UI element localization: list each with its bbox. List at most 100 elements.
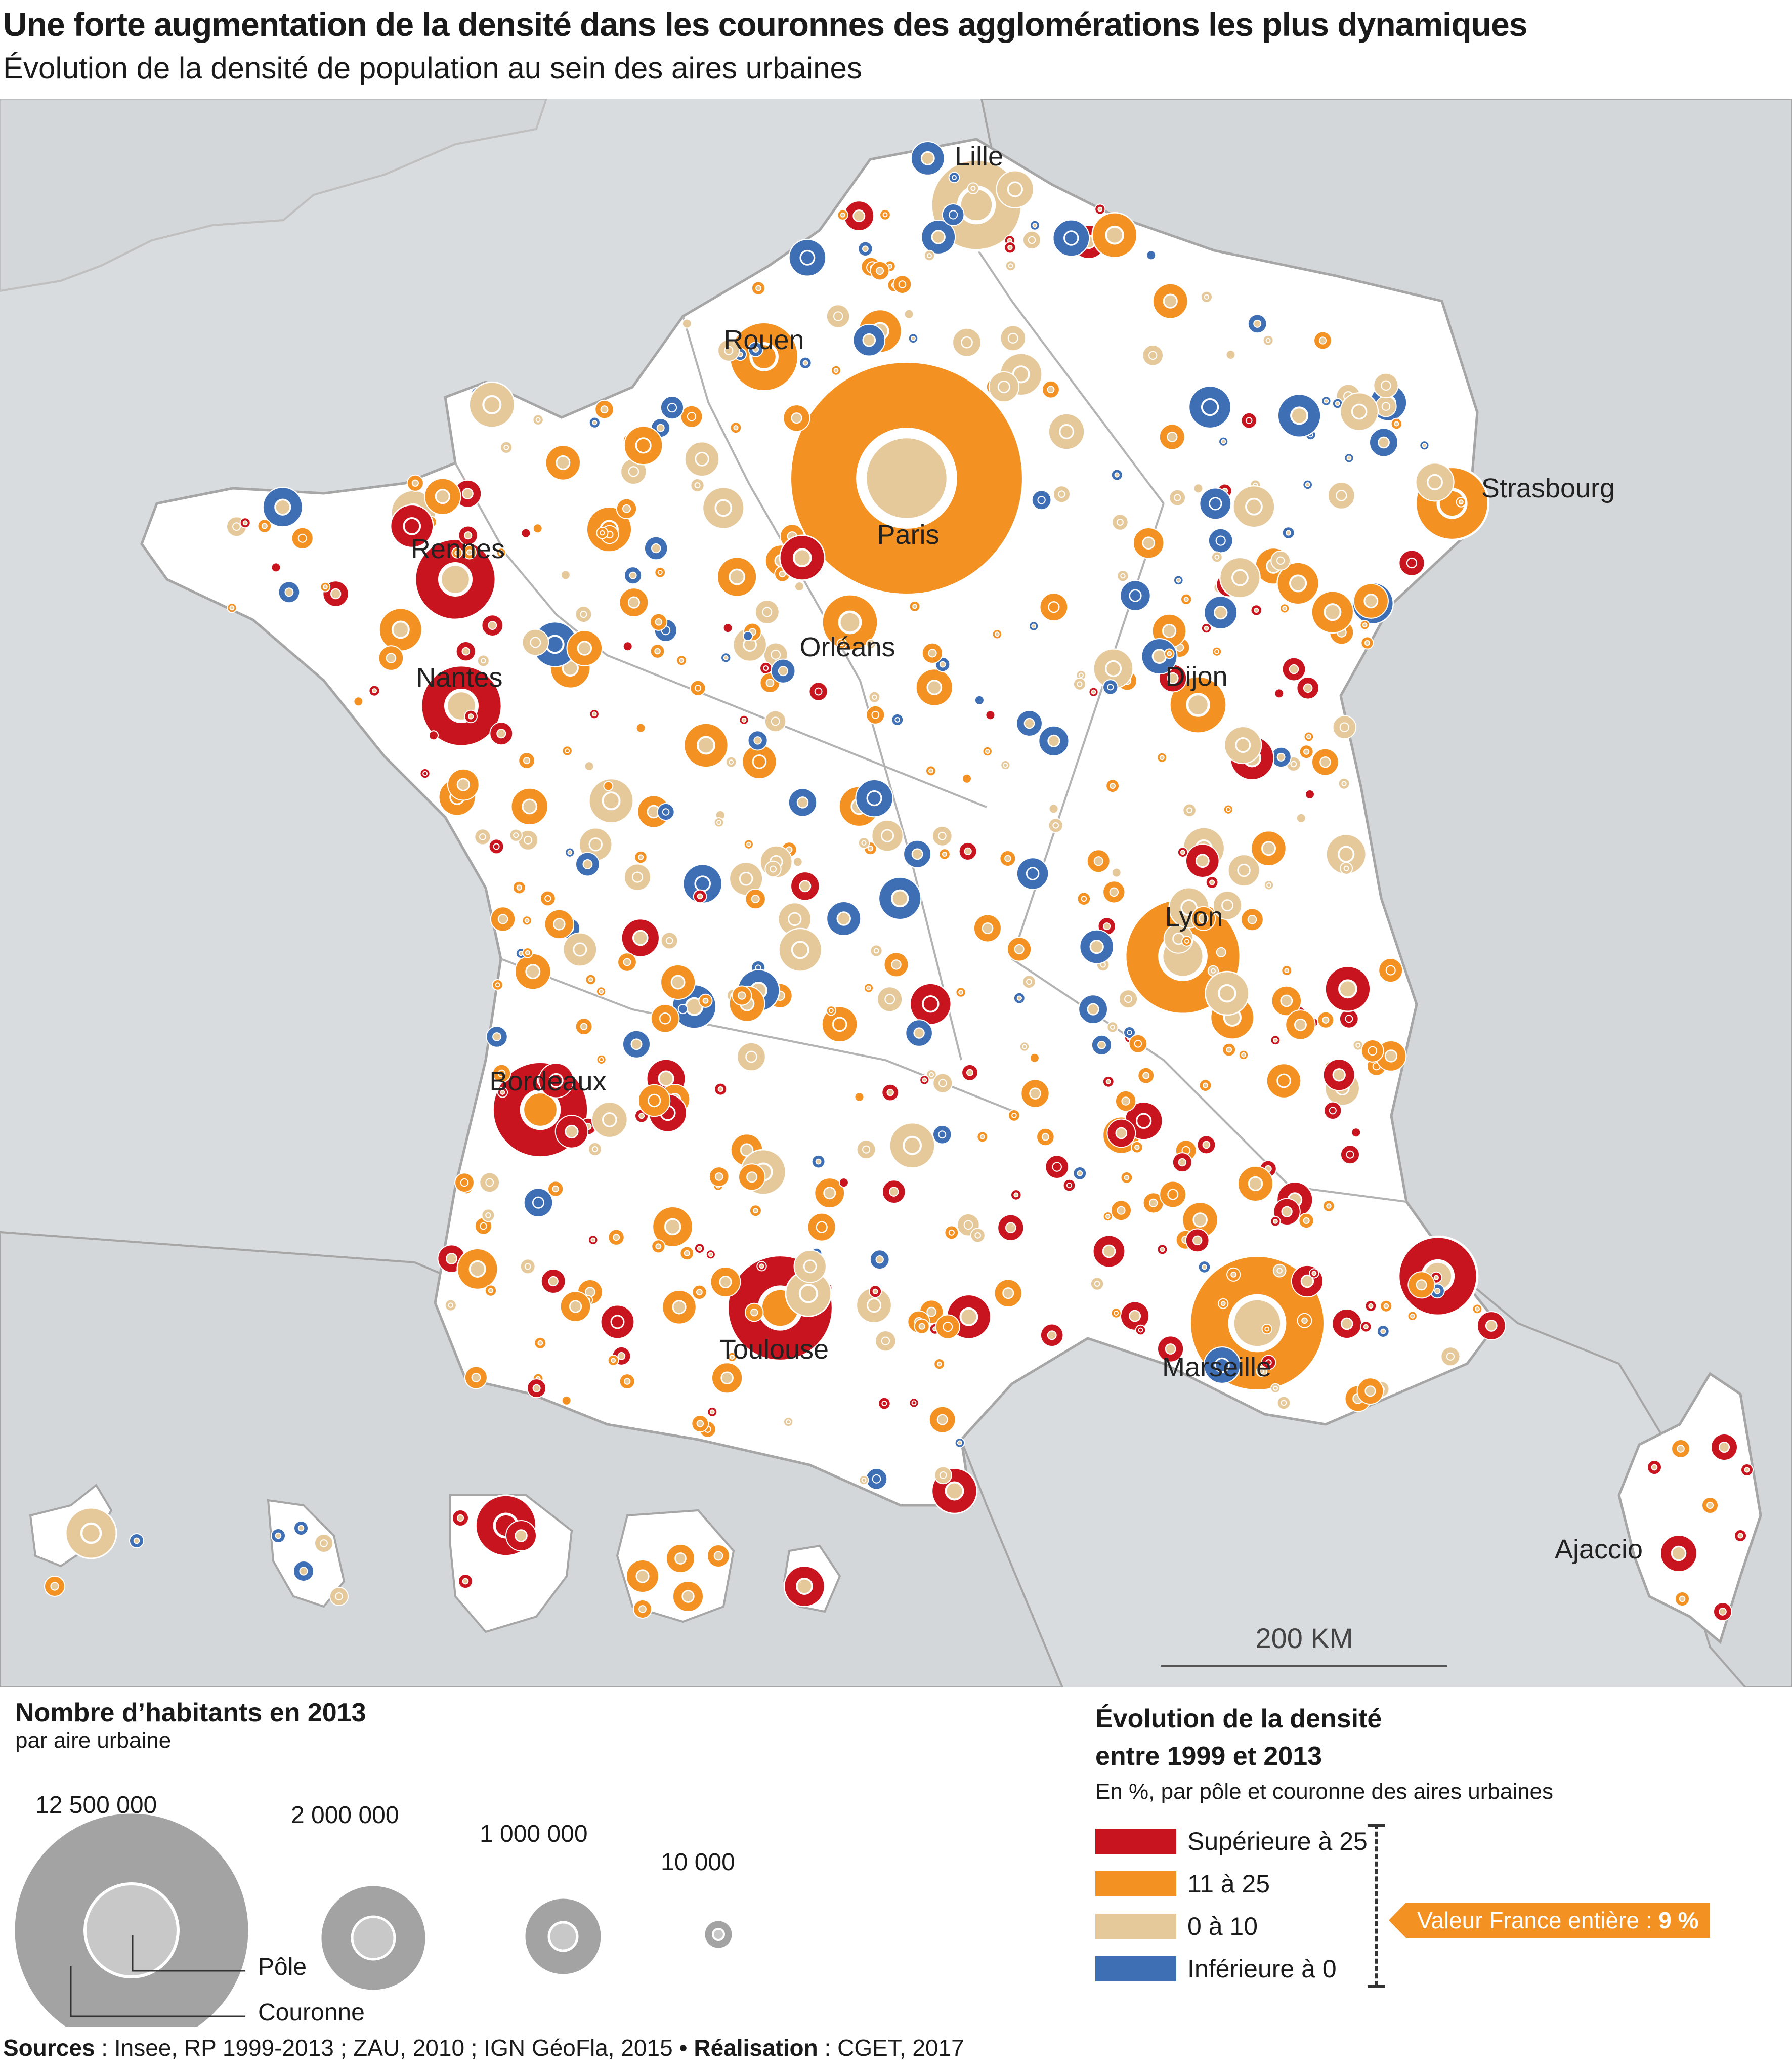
urban-area-circle [875, 1330, 897, 1352]
urban-area-circle [871, 819, 904, 852]
urban-area-circle [1322, 1059, 1355, 1091]
urban-area-circle [1340, 392, 1379, 432]
urban-area-circle [973, 914, 1002, 943]
urban-area-circle [1016, 857, 1049, 890]
urban-area-circle [1079, 929, 1114, 964]
urban-area-circle [575, 606, 592, 623]
urban-area-circle [518, 829, 539, 851]
urban-area-circle [1091, 1034, 1113, 1056]
urban-area-circle [1010, 1189, 1022, 1201]
urban-area-circle [635, 723, 646, 733]
urban-area-circle [1078, 994, 1108, 1024]
urban-area-circle [464, 709, 478, 724]
urban-area-circle [747, 730, 768, 751]
size-label-10000: 10 000 [661, 1849, 735, 1876]
france-value-text: Valeur France entière : [1417, 1907, 1659, 1933]
urban-area-circle [1106, 1021, 1119, 1033]
sources-label: Sources [3, 2035, 95, 2061]
legend-color-subtitle: En %, par pôle et couronne des aires urb… [1095, 1779, 1554, 1804]
legend-class-11-25: 11 à 25 [1095, 1869, 1270, 1898]
urban-area-circle [727, 1352, 738, 1362]
urban-area-circle [522, 628, 549, 656]
urban-area-circle [293, 1560, 314, 1582]
urban-area-circle [888, 1122, 936, 1169]
urban-area-circle [1282, 526, 1295, 539]
map-title: Une forte augmentation de la densité dan… [3, 6, 1527, 43]
urban-area-circle [585, 974, 596, 986]
urban-area-circle [713, 817, 724, 828]
urban-area-rennes [413, 537, 497, 621]
urban-area-circle [1000, 325, 1027, 352]
urban-area-circle [522, 915, 532, 926]
urban-area-circle [1004, 241, 1016, 254]
urban-area-circle [527, 1378, 547, 1399]
urban-area-circle [458, 1574, 473, 1589]
city-label-lille: Lille [955, 141, 1003, 172]
urban-area-circle [1159, 1180, 1187, 1208]
urban-area-circle [626, 1559, 659, 1593]
urban-area-circle [607, 1354, 619, 1366]
urban-area-circle [743, 839, 754, 850]
urban-area-circle [619, 1373, 635, 1390]
urban-area-circle [1036, 1127, 1055, 1147]
city-labels-layer: Lille Rouen Paris Strasbourg Rennes Nantes Orl… [411, 141, 1643, 1565]
urban-area-circle [1224, 726, 1262, 765]
urban-area-circle [458, 525, 478, 545]
urban-area-circle [1296, 813, 1306, 823]
badge-box: Valeur France entière : 9 % [1406, 1903, 1710, 1938]
urban-area-circle [1440, 1346, 1461, 1367]
legend-class-label: 11 à 25 [1187, 1870, 1270, 1898]
urban-area-circle [1038, 725, 1070, 756]
realisation-label: Réalisation [694, 2035, 818, 2061]
urban-area-circle [644, 536, 668, 561]
urban-area-circle [484, 1284, 497, 1297]
urban-area-circle [596, 986, 607, 997]
size-label-2000000: 2 000 000 [291, 1802, 399, 1829]
urban-area-circle [497, 1087, 508, 1098]
urban-area-circle [1007, 937, 1032, 962]
urban-area-circle [650, 1004, 680, 1033]
urban-area-circle [1279, 603, 1290, 614]
urban-area-circle [1198, 1260, 1211, 1274]
urban-area-circle [967, 182, 979, 194]
urban-area-circle [591, 1102, 628, 1138]
urban-area-circle [994, 1279, 1022, 1307]
urban-area-circle [1237, 1165, 1274, 1202]
urban-area-circle [1191, 906, 1216, 931]
urban-area-circle [1111, 867, 1122, 878]
urban-area-circle [1262, 334, 1274, 346]
urban-area-circle [1137, 1067, 1155, 1084]
urban-area-circle [1040, 1323, 1064, 1347]
urban-area-circle [1169, 489, 1186, 507]
urban-area-circle [1311, 590, 1354, 634]
urban-area-circle [1282, 657, 1306, 682]
urban-area-circle [1016, 710, 1043, 737]
urban-area-circle [1223, 804, 1233, 815]
urban-area-circle [492, 979, 503, 991]
urban-area-circle [1261, 1355, 1276, 1370]
urban-area-circle [1219, 557, 1261, 599]
city-label-strasbourg: Strasbourg [1481, 473, 1615, 503]
urban-area-circle [622, 641, 633, 652]
urban-area-circle [271, 1528, 286, 1543]
urban-area-circle [672, 1581, 704, 1612]
urban-area-circle [690, 478, 705, 493]
urban-area-circle [1182, 803, 1197, 818]
urban-area-circle [291, 527, 314, 550]
urban-area-circle [477, 654, 490, 667]
legend-population-size: Nombre d’habitants en 2013 par aire urba… [15, 1698, 774, 2027]
urban-area-circle [859, 1474, 869, 1486]
urban-area-circle [932, 1073, 953, 1093]
urban-area-circle [677, 1004, 688, 1015]
urban-area-circle [1713, 1602, 1732, 1621]
city-label-dijon: Dijon [1165, 661, 1227, 692]
urban-area-circle [227, 603, 237, 613]
legend-class-0-10: 0 à 10 [1095, 1912, 1258, 1941]
urban-area-circle [1376, 1325, 1390, 1338]
urban-area-circle [854, 1092, 865, 1102]
urban-area-circle [788, 238, 827, 277]
urban-area-circle [985, 710, 996, 721]
urban-area-circle [1077, 892, 1091, 906]
urban-area-circle [705, 1249, 716, 1260]
urban-area-circle [1344, 453, 1354, 463]
